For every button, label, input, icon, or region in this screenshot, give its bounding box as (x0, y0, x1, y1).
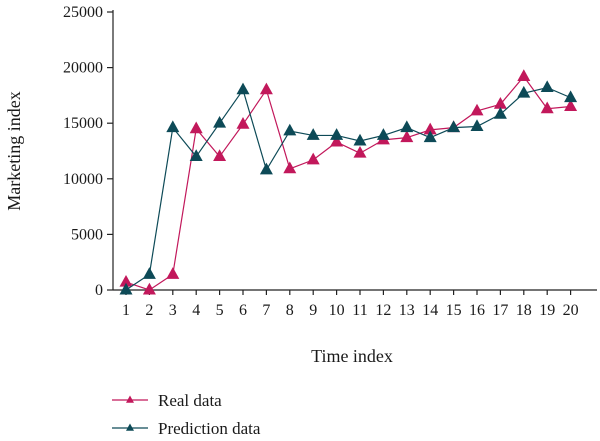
legend-marker (126, 395, 134, 403)
data-point-marker (330, 128, 344, 140)
data-point-marker (306, 128, 320, 140)
y-axis-title: Marketing index (4, 91, 24, 210)
data-point-marker (283, 161, 297, 174)
y-ticks: 0 5000 10000 15000 20000 25000 (63, 4, 113, 299)
data-point-marker (400, 120, 414, 133)
x-tick-label: 8 (286, 302, 294, 319)
data-point-marker (493, 97, 507, 109)
x-tick-label: 14 (422, 302, 438, 319)
data-point-marker (376, 128, 390, 140)
x-tick-label: 2 (145, 302, 153, 319)
x-tick-label: 17 (492, 302, 508, 319)
data-point-marker (119, 274, 133, 287)
x-tick-label: 13 (399, 302, 415, 319)
x-tick-label: 3 (169, 302, 177, 319)
legend-label: Prediction data (158, 419, 261, 438)
x-tick-label: 19 (539, 302, 555, 319)
data-point-marker (189, 149, 203, 162)
series-layer (119, 69, 578, 295)
series-prediction-data (119, 80, 578, 295)
data-point-marker (470, 119, 484, 131)
data-point-marker (142, 267, 156, 279)
data-point-marker (564, 99, 578, 111)
x-tick-label: 7 (262, 302, 270, 319)
data-point-marker (423, 122, 437, 135)
x-tick-label: 15 (446, 302, 462, 319)
data-point-marker (236, 82, 250, 95)
data-point-marker (493, 107, 507, 119)
x-tick-label: 9 (309, 302, 317, 319)
x-tick-label: 4 (192, 302, 200, 319)
legend-marker (126, 423, 134, 431)
legend: Real data Prediction data (112, 391, 261, 438)
x-tick-label: 5 (216, 302, 224, 319)
y-tick-label: 10000 (63, 171, 103, 188)
legend-item: Prediction data (112, 419, 261, 438)
data-point-marker (166, 267, 180, 279)
legend-item: Real data (112, 391, 222, 410)
x-tick-label: 10 (329, 302, 345, 319)
x-ticks: 1 2 3 4 5 6 7 8 9 10 11 12 13 14 15 16 17 18 19 20 (122, 290, 579, 319)
data-point-marker (119, 282, 133, 295)
data-point-marker (517, 69, 531, 81)
data-point-marker (213, 115, 227, 128)
x-tick-label: 11 (352, 302, 367, 319)
x-axis-title: Time index (311, 346, 393, 366)
data-point-marker (283, 123, 297, 136)
data-point-marker (236, 117, 250, 129)
data-point-marker (517, 85, 531, 98)
y-tick-label: 5000 (71, 226, 103, 243)
x-tick-label: 1 (122, 302, 130, 319)
data-point-marker (259, 82, 273, 95)
x-tick-label: 18 (516, 302, 532, 319)
x-tick-label: 12 (375, 302, 391, 319)
x-tick-label: 6 (239, 302, 247, 319)
data-point-marker (564, 90, 578, 103)
data-point-marker (330, 134, 344, 147)
data-point-marker (470, 103, 484, 116)
data-point-marker (213, 149, 227, 162)
data-point-marker (306, 152, 320, 165)
x-tick-label: 20 (563, 302, 579, 319)
y-tick-label: 0 (95, 282, 103, 299)
data-point-marker (540, 101, 554, 114)
axes (112, 10, 597, 291)
legend-label: Real data (158, 391, 222, 410)
data-point-marker (400, 130, 414, 143)
series-real-data (119, 69, 578, 295)
data-point-marker (142, 282, 156, 295)
data-point-marker (540, 80, 554, 93)
data-point-marker (353, 133, 367, 146)
y-tick-label: 15000 (63, 115, 103, 132)
x-tick-label: 16 (469, 302, 485, 319)
data-point-marker (189, 121, 203, 134)
data-point-marker (423, 130, 437, 143)
data-point-marker (259, 162, 273, 175)
data-point-marker (447, 120, 461, 133)
data-point-marker (166, 120, 180, 133)
y-tick-label: 20000 (63, 60, 103, 77)
data-point-marker (353, 145, 367, 158)
y-tick-label: 25000 (63, 4, 103, 21)
